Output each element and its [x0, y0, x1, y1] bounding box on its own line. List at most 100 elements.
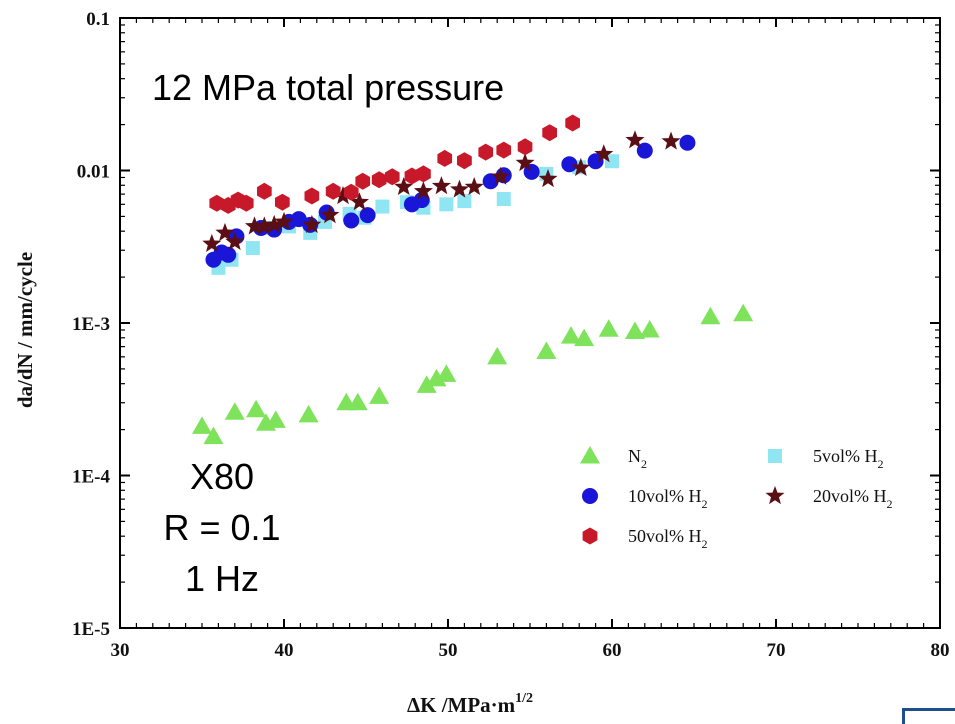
x-tick-label: 70 — [767, 640, 786, 661]
corner-overlay — [902, 708, 955, 724]
x-tick-label: 50 — [439, 640, 458, 661]
legend-label-text: 50vol% H — [628, 526, 702, 546]
legend-marker-star — [765, 486, 785, 505]
series-triangle — [192, 303, 754, 445]
data-point-triangle — [416, 375, 437, 393]
legend-marker-square — [768, 449, 782, 463]
data-point-star — [431, 176, 451, 195]
data-point-star — [450, 179, 469, 198]
data-point-hexagon — [478, 143, 494, 161]
data-point-star — [464, 177, 484, 195]
x-axis-title-main: ΔK /MPa·m — [407, 693, 516, 717]
data-point-star — [625, 130, 645, 149]
annotation-frequency: 1 Hz — [185, 558, 259, 599]
legend-marker-circle — [582, 488, 598, 504]
data-point-circle — [220, 246, 237, 263]
data-point-triangle — [700, 306, 721, 325]
y-tick-label: 0.01 — [77, 162, 110, 183]
legend-marker-triangle — [580, 446, 600, 464]
data-point-circle — [561, 156, 578, 173]
data-point-circle — [636, 142, 653, 159]
legend-label-subscript: 2 — [702, 537, 708, 551]
data-point-triangle — [639, 319, 660, 338]
data-point-hexagon — [209, 194, 225, 212]
data-point-triangle — [436, 364, 457, 382]
data-point-triangle — [203, 426, 224, 445]
data-point-hexagon — [384, 168, 400, 186]
data-point-triangle — [369, 386, 390, 404]
data-point-star — [302, 214, 322, 233]
data-point-triangle — [426, 368, 447, 387]
annotation-pressure: 12 MPa total pressure — [152, 67, 504, 108]
data-point-triangle — [192, 416, 212, 434]
data-point-hexagon — [343, 183, 359, 201]
data-point-star — [571, 157, 591, 176]
annotation-ratio: R = 0.1 — [163, 507, 280, 548]
data-point-triangle — [224, 402, 245, 420]
data-point-hexagon — [542, 124, 557, 142]
data-point-triangle — [298, 404, 319, 423]
series-hexagon — [209, 114, 580, 214]
legend-label-subscript: 2 — [887, 497, 893, 511]
data-point-star — [320, 205, 340, 224]
y-tick-label: 1E-4 — [72, 467, 111, 488]
legend-label-subscript: 2 — [641, 457, 647, 471]
legend-label-subscript: 2 — [878, 457, 884, 471]
data-point-circle — [679, 134, 696, 151]
data-point-hexagon — [565, 114, 580, 132]
data-point-hexagon — [238, 194, 254, 212]
data-point-square — [439, 197, 454, 212]
legend-label-text: N — [628, 446, 641, 466]
data-point-star — [349, 192, 369, 211]
y-tick-label: 1E-3 — [72, 314, 110, 335]
data-point-hexagon — [325, 182, 341, 200]
data-point-hexagon — [404, 167, 420, 185]
data-point-star — [245, 216, 264, 235]
data-point-star — [661, 131, 681, 150]
legend-label: 50vol% H2 — [628, 526, 708, 551]
data-point-star — [594, 144, 614, 163]
legend-label: 5vol% H2 — [813, 446, 884, 471]
data-point-triangle — [624, 321, 645, 339]
data-point-star — [225, 231, 245, 250]
data-point-triangle — [598, 319, 619, 337]
data-point-hexagon — [257, 182, 272, 200]
data-point-hexagon — [355, 172, 371, 190]
data-point-triangle — [487, 346, 508, 365]
data-point-triangle — [536, 341, 557, 360]
data-point-hexagon — [437, 149, 453, 167]
y-axis-title: da/dN / mm/cycle — [13, 252, 37, 408]
data-point-triangle — [265, 410, 286, 428]
annotation-material: X80 — [190, 456, 254, 497]
data-point-star — [274, 211, 294, 230]
series-star — [202, 130, 681, 252]
data-point-square — [496, 192, 511, 207]
legend-label-text: 10vol% H — [628, 486, 702, 506]
data-point-hexagon — [371, 171, 387, 189]
legend-label-text: 20vol% H — [813, 486, 887, 506]
data-point-star — [515, 153, 535, 172]
data-point-star — [538, 169, 558, 188]
data-point-star — [491, 166, 510, 185]
data-point-star — [264, 214, 284, 233]
x-tick-label: 60 — [603, 640, 622, 661]
data-point-square — [375, 199, 390, 214]
y-tick-label: 0.1 — [86, 9, 110, 30]
legend-label: 10vol% H2 — [628, 486, 708, 511]
data-point-triangle — [347, 392, 368, 411]
y-tick-label: 1E-5 — [72, 619, 110, 640]
data-point-hexagon — [275, 193, 290, 211]
data-point-circle — [482, 173, 499, 190]
legend-label-text: 5vol% H — [813, 446, 878, 466]
data-point-hexagon — [457, 152, 472, 170]
data-point-triangle — [574, 328, 595, 347]
legend-label-subscript: 2 — [702, 497, 708, 511]
axes: 30 40 50 60 70 80 1E-5 1E-4 1E-3 0.01 0.1 — [72, 9, 950, 661]
data-point-star — [413, 181, 433, 200]
data-point-triangle — [733, 303, 754, 322]
data-point-circle — [343, 212, 360, 229]
data-point-star — [254, 216, 274, 235]
data-point-square — [605, 154, 619, 169]
